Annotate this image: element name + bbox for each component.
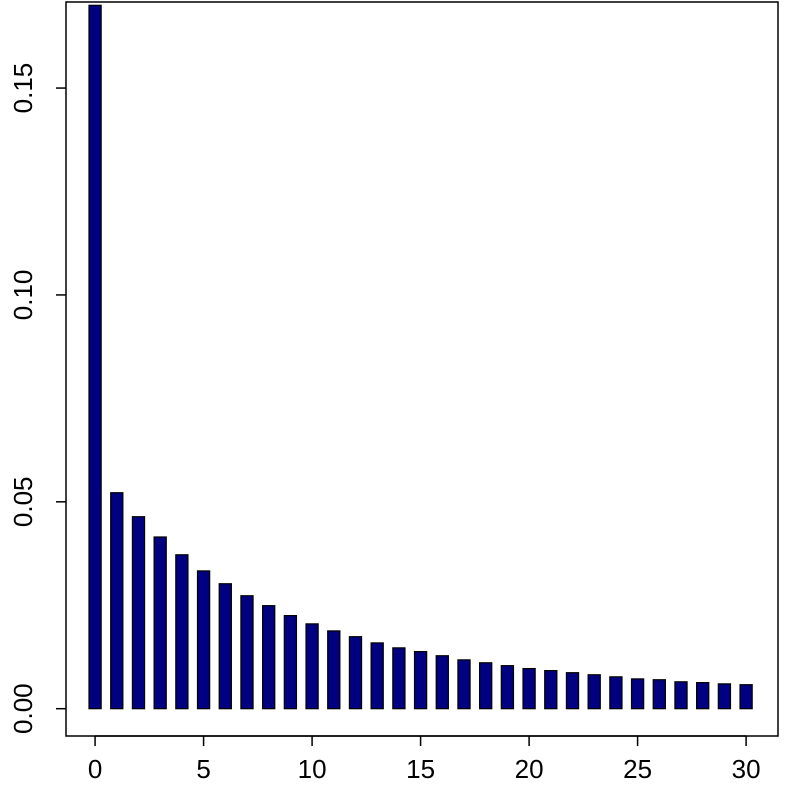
bar <box>413 650 428 710</box>
y-tick-label: 0.15 <box>8 63 38 114</box>
bar <box>500 665 515 710</box>
bar <box>457 659 471 710</box>
bar <box>609 676 623 710</box>
bar <box>218 583 232 710</box>
bar <box>240 595 254 710</box>
x-tick-label: 5 <box>196 754 210 784</box>
bar <box>348 636 363 710</box>
bar <box>435 655 449 710</box>
bar <box>717 683 732 710</box>
bar <box>370 642 384 710</box>
bar <box>696 682 710 710</box>
x-tick-label: 25 <box>623 754 652 784</box>
bar <box>131 516 146 710</box>
x-tick-label: 0 <box>88 754 102 784</box>
bar <box>739 684 753 710</box>
y-tick-label: 0.10 <box>8 270 38 321</box>
bar <box>544 670 558 710</box>
x-tick-label: 30 <box>732 754 761 784</box>
bar <box>305 623 319 710</box>
bar <box>522 667 536 710</box>
x-tick-label: 15 <box>406 754 435 784</box>
x-tick-label: 10 <box>298 754 327 784</box>
bar <box>630 678 645 710</box>
bar <box>652 679 666 710</box>
bar <box>196 570 211 710</box>
y-tick-label: 0.05 <box>8 477 38 528</box>
plot-frame <box>65 1 779 737</box>
bar <box>283 614 298 710</box>
y-tick-label: 0.00 <box>8 683 38 734</box>
bar <box>327 630 341 710</box>
bar <box>110 492 124 710</box>
bar <box>153 536 167 710</box>
bar <box>392 647 406 710</box>
bar <box>674 681 688 710</box>
bar <box>175 554 189 710</box>
bar <box>565 672 580 710</box>
bar <box>587 674 601 710</box>
x-tick-label: 20 <box>515 754 544 784</box>
bar <box>479 662 493 710</box>
bar <box>88 4 102 710</box>
bar <box>262 605 276 710</box>
